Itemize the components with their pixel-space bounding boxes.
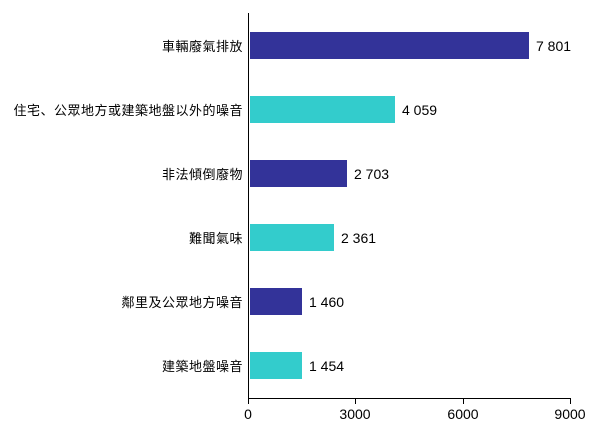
category-label: 難聞氣味 [188, 231, 243, 247]
value-label: 1 460 [309, 293, 345, 310]
x-tick-mark [463, 399, 464, 404]
value-label: 2 703 [354, 165, 390, 182]
x-tick-mark [355, 399, 356, 404]
category-label: 住宅、公眾地方或建築地盤以外的噪音 [13, 102, 243, 118]
value-label: 2 361 [341, 229, 377, 246]
value-label: 1 454 [309, 357, 345, 374]
x-tick-label: 6000 [447, 406, 479, 422]
x-tick-label: 0 [244, 406, 252, 422]
bar [250, 32, 529, 59]
category-label: 鄰里及公眾地方噪音 [121, 295, 243, 311]
y-axis-line [248, 13, 249, 399]
value-label: 4 059 [402, 101, 438, 118]
bar [250, 160, 347, 187]
bar [250, 288, 302, 315]
x-axis-line [248, 398, 571, 399]
category-label: 建築地盤噪音 [161, 359, 243, 375]
value-label: 7 801 [536, 37, 572, 54]
category-label: 車輛廢氣排放 [161, 38, 243, 54]
category-label: 非法傾倒廢物 [161, 166, 243, 182]
bar [250, 96, 395, 123]
x-tick-label: 9000 [554, 406, 586, 422]
bar [250, 224, 334, 251]
x-tick-label: 3000 [339, 406, 371, 422]
x-tick-mark [570, 399, 571, 404]
x-tick-mark [248, 399, 249, 404]
bar [250, 352, 302, 379]
